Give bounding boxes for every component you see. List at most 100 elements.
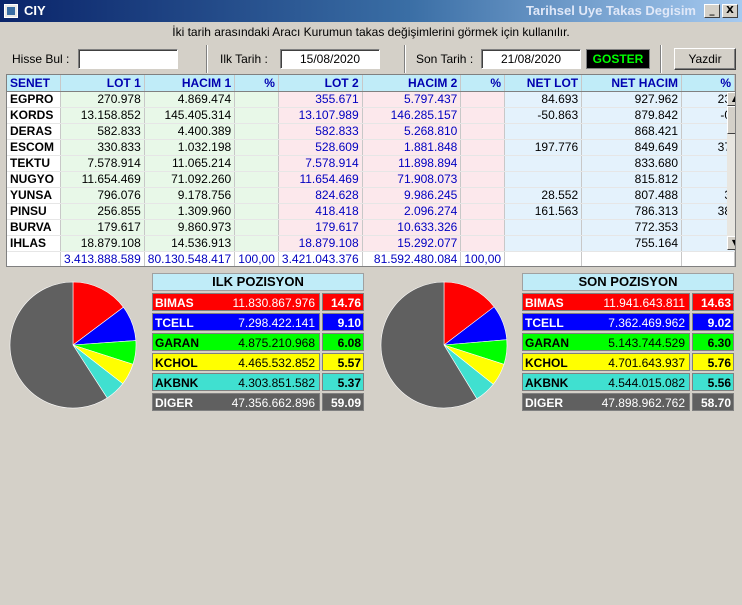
position-row: GARAN 4.875.210.968 6.08 <box>152 333 364 351</box>
position-value: 5.143.744.529 <box>608 336 685 350</box>
scroll-down-arrow-icon[interactable]: ▼ <box>727 236 735 250</box>
grid-cell <box>460 187 506 204</box>
ilk-tarih-label: Ilk Tarih : <box>220 52 268 66</box>
grid-cell: 270.978 <box>60 91 145 108</box>
grid-cell: 1.309.960 <box>144 203 236 220</box>
table-row[interactable]: NUGYO 11.654.469 71.092.260 11.654.469 71.90… <box>7 171 735 188</box>
son-tarih-input[interactable] <box>481 49 581 69</box>
table-row[interactable]: DERAS 582.833 4.400.389 582.833 5.268.810 868… <box>7 123 735 140</box>
grid-cell: 18.879.108 <box>60 235 145 252</box>
grid-cell: 418.418 <box>278 203 363 220</box>
position-name: GARAN 5.143.744.529 <box>522 333 690 351</box>
grid-cell <box>681 123 735 140</box>
grid-cell: % <box>234 75 279 92</box>
grid-cell: 256.855 <box>60 203 145 220</box>
grid-cell: 582.833 <box>278 123 363 140</box>
table-row[interactable]: EGPRO 270.978 4.869.474 355.671 5.797.437 84.… <box>7 91 735 108</box>
grid-cell <box>234 219 279 236</box>
son-pozisyon-pie-chart <box>380 281 508 409</box>
position-label: GARAN <box>155 336 199 350</box>
ilk-tarih-input[interactable] <box>280 49 380 69</box>
grid-cell: 4.400.389 <box>144 123 236 140</box>
position-value: 4.303.851.582 <box>238 376 315 390</box>
grid-cell <box>460 139 506 156</box>
close-button[interactable]: X <box>722 4 738 18</box>
table-row[interactable]: PINSU 256.855 1.309.960 418.418 2.096.274 161… <box>7 203 735 220</box>
position-value: 47.898.962.762 <box>601 396 685 410</box>
pie-slice <box>443 281 495 346</box>
takas-grid[interactable]: SENET LOT 1 HACIM 1% LOT 2 HACIM 2% NET LOT NE… <box>6 74 736 267</box>
position-value: 7.298.422.141 <box>238 316 315 330</box>
hisse-search-input[interactable] <box>78 49 178 69</box>
son-pozisyon-panel: SON POZISYON BIMAS 11.941.643.811 14.63 TCE… <box>522 273 734 411</box>
grid-cell: % <box>681 75 735 92</box>
scroll-thumb[interactable] <box>727 106 735 134</box>
grid-cell: YUNSA <box>7 187 62 204</box>
grid-cell: 330.833 <box>60 139 145 156</box>
table-row[interactable]: IHLAS 18.879.108 14.536.913 18.879.108 15.29… <box>7 235 735 252</box>
window-subtitle: Tarihsel Uye Takas Degisim <box>525 3 696 18</box>
position-percent: 14.76 <box>322 293 364 311</box>
grid-cell: 11.065.214 <box>144 155 236 172</box>
grid-cell <box>504 123 583 140</box>
grid-cell: 80.130.548.417 <box>144 250 236 266</box>
table-row[interactable]: YUNSA 796.076 9.178.756 824.628 9.986.245 28.… <box>7 187 735 204</box>
position-percent: 59.09 <box>322 393 364 411</box>
grid-cell: 796.076 <box>60 187 145 204</box>
position-value: 4.544.015.082 <box>608 376 685 390</box>
grid-cell: 755.164 <box>581 235 683 252</box>
table-row[interactable]: ESCOM 330.833 1.032.198 528.609 1.881.848 197… <box>7 139 735 156</box>
separator <box>404 45 406 73</box>
grid-cell: 14.536.913 <box>144 235 236 252</box>
grid-cell: KORDS <box>7 107 62 124</box>
position-value: 4.875.210.968 <box>238 336 315 350</box>
grid-cell: 3 <box>681 187 735 204</box>
goster-button[interactable]: GOSTER <box>586 49 650 69</box>
position-percent: 9.10 <box>322 313 364 331</box>
grid-totals-row[interactable]: 3.413.888.589 80.130.548.417 100,00 3.421.0… <box>7 250 735 266</box>
position-percent: 5.57 <box>322 353 364 371</box>
grid-cell <box>234 139 279 156</box>
grid-vertical-scrollbar[interactable]: ▲ ▼ <box>727 92 735 250</box>
position-name: KCHOL 4.465.532.852 <box>152 353 320 371</box>
grid-cell: 1.032.198 <box>144 139 236 156</box>
grid-cell <box>234 123 279 140</box>
minimize-button[interactable]: _ <box>704 4 720 18</box>
position-label: BIMAS <box>155 296 194 310</box>
grid-cell: 582.833 <box>60 123 145 140</box>
grid-cell: 868.421 <box>581 123 683 140</box>
table-row[interactable]: BURVA 179.617 9.860.973 179.617 10.633.326 77… <box>7 219 735 236</box>
scroll-up-arrow-icon[interactable]: ▲ <box>727 92 735 106</box>
grid-cell: 179.617 <box>278 219 363 236</box>
grid-cell <box>234 187 279 204</box>
position-percent: 5.76 <box>692 353 734 371</box>
hisse-label: Hisse Bul : <box>12 52 70 66</box>
position-value: 4.465.532.852 <box>238 356 315 370</box>
grid-cell <box>234 235 279 252</box>
grid-cell: DERAS <box>7 123 62 140</box>
grid-cell <box>504 171 583 188</box>
grid-cell <box>234 91 279 108</box>
grid-cell: 5.797.437 <box>362 91 462 108</box>
position-name: TCELL 7.298.422.141 <box>152 313 320 331</box>
window-title: CIY <box>24 3 46 18</box>
print-button[interactable]: Yazdir <box>674 48 736 70</box>
position-label: KCHOL <box>155 356 198 370</box>
position-label: KCHOL <box>525 356 568 370</box>
position-name: BIMAS 11.941.643.811 <box>522 293 690 311</box>
grid-cell: 3.413.888.589 <box>60 250 145 266</box>
grid-cell: 10.633.326 <box>362 219 462 236</box>
position-name: KCHOL 4.701.643.937 <box>522 353 690 371</box>
table-row[interactable]: KORDS 13.158.852 145.405.314 13.107.989 146.… <box>7 107 735 124</box>
table-row[interactable]: TEKTU 7.578.914 11.065.214 7.578.914 11.898.… <box>7 155 735 172</box>
grid-header-row[interactable]: SENET LOT 1 HACIM 1% LOT 2 HACIM 2% NET LOT NE… <box>7 75 735 92</box>
grid-cell <box>504 219 583 236</box>
position-label: BIMAS <box>525 296 564 310</box>
ilk-pozisyon-pie-chart <box>9 281 137 409</box>
position-row: TCELL 7.298.422.141 9.10 <box>152 313 364 331</box>
grid-cell: ESCOM <box>7 139 62 156</box>
grid-cell: 161.563 <box>504 203 583 220</box>
position-row: DIGER 47.898.962.762 58.70 <box>522 393 734 411</box>
separator <box>206 45 208 73</box>
grid-cell <box>504 235 583 252</box>
